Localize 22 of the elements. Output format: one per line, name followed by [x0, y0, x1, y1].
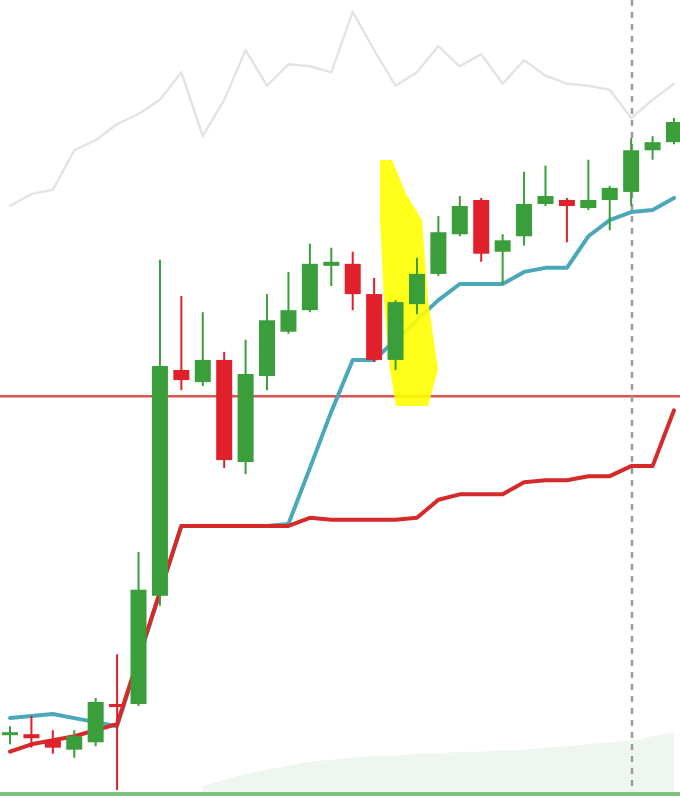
- candlestick: [666, 117, 680, 146]
- candlestick: [580, 158, 597, 212]
- candlestick: [280, 270, 297, 335]
- candlestick: [558, 196, 575, 244]
- candlestick: [173, 295, 190, 392]
- candlestick: [66, 729, 83, 759]
- candlestick: [601, 184, 618, 232]
- candlestick: [430, 215, 447, 277]
- candlestick: [516, 170, 533, 247]
- candlestick: [408, 256, 425, 316]
- candlestick: [87, 696, 104, 748]
- candlestick: [623, 137, 640, 208]
- candlestick: [344, 250, 361, 312]
- candlestick: [644, 135, 661, 161]
- candlestick: [23, 715, 40, 749]
- candlestick: [494, 233, 511, 285]
- candlestick: [323, 246, 340, 287]
- candlestick: [301, 242, 318, 314]
- candlestick: [537, 164, 554, 208]
- candlestick: [194, 311, 211, 388]
- candlestick: [451, 194, 468, 238]
- candlestick: [2, 725, 18, 746]
